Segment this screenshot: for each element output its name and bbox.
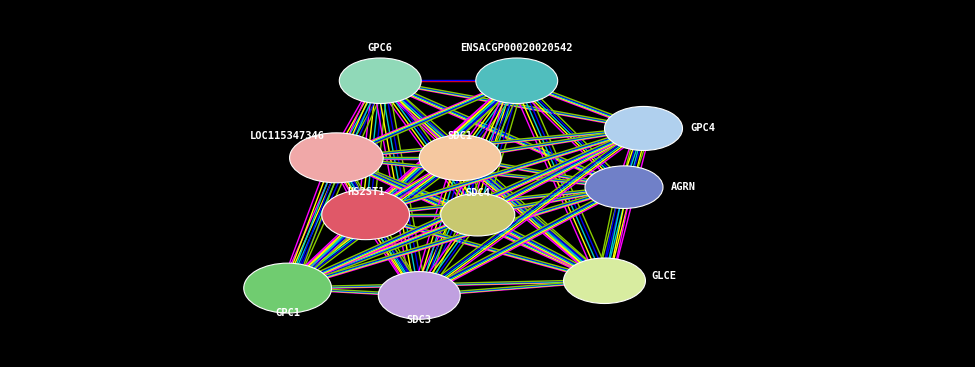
Ellipse shape [290, 133, 383, 183]
Ellipse shape [564, 258, 645, 304]
Ellipse shape [476, 58, 558, 103]
Ellipse shape [419, 135, 501, 181]
Text: LOC115347346: LOC115347346 [251, 131, 325, 141]
Text: SDC3: SDC3 [407, 315, 432, 325]
Text: SDC1: SDC1 [448, 131, 473, 141]
Text: HS2ST1: HS2ST1 [347, 188, 384, 197]
Ellipse shape [604, 106, 682, 150]
Text: GPC4: GPC4 [690, 123, 716, 134]
Text: ENSACGP00020020542: ENSACGP00020020542 [460, 43, 573, 53]
Text: GPC1: GPC1 [275, 308, 300, 318]
Ellipse shape [322, 190, 410, 240]
Text: AGRN: AGRN [671, 182, 696, 192]
Ellipse shape [441, 193, 515, 236]
Text: SDC4: SDC4 [465, 188, 490, 198]
Ellipse shape [244, 263, 332, 313]
Ellipse shape [339, 58, 421, 103]
Ellipse shape [585, 166, 663, 208]
Text: GLCE: GLCE [651, 271, 677, 281]
Ellipse shape [378, 272, 460, 319]
Text: GPC6: GPC6 [368, 43, 393, 53]
